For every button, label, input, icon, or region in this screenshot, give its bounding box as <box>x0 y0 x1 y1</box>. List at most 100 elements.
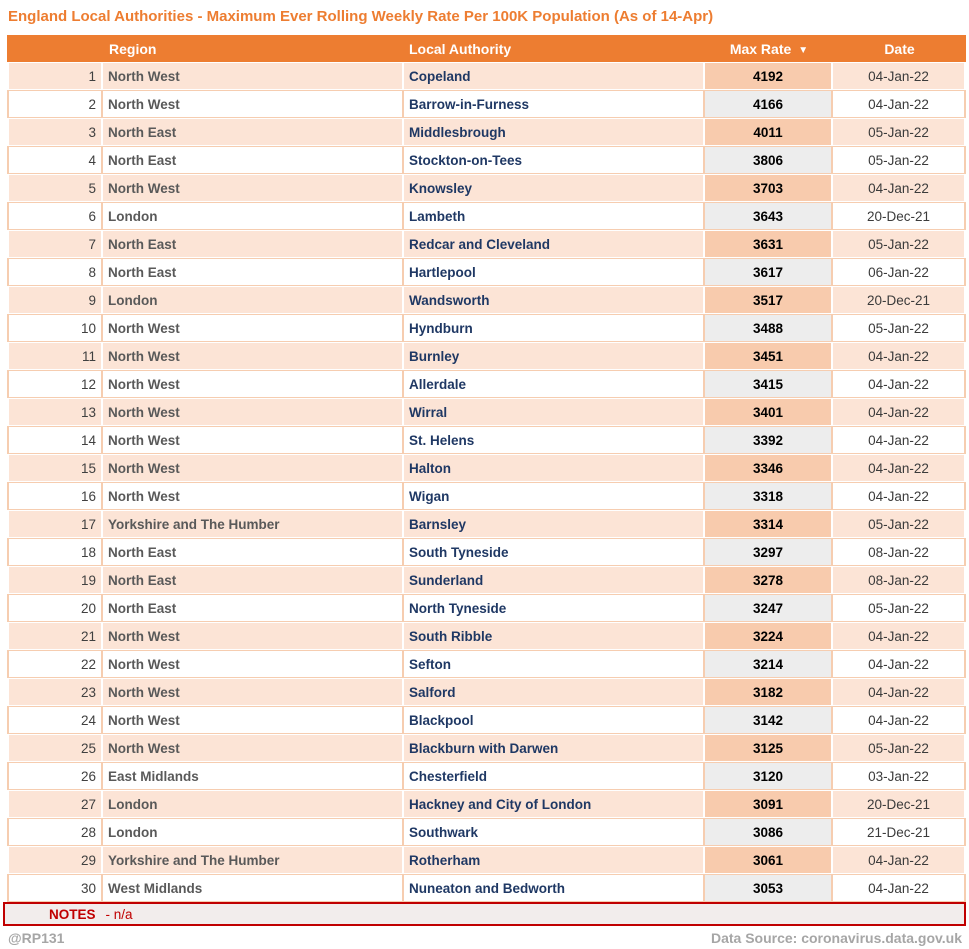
local-authority-cell: Hackney and City of London <box>404 790 705 818</box>
date-cell: 05-Jan-22 <box>833 118 966 146</box>
rank-cell: 7 <box>7 230 103 258</box>
max-rate-cell: 4011 <box>705 118 833 146</box>
region-cell: North East <box>103 594 404 622</box>
table-row: 23 North West Salford 3182 04-Jan-22 <box>7 678 966 706</box>
local-authority-cell: Nuneaton and Bedworth <box>404 874 705 902</box>
region-cell: North East <box>103 230 404 258</box>
table-row: 4 North East Stockton-on-Tees 3806 05-Ja… <box>7 146 966 174</box>
table-row: 7 North East Redcar and Cleveland 3631 0… <box>7 230 966 258</box>
rank-cell: 27 <box>7 790 103 818</box>
max-rate-cell: 3278 <box>705 566 833 594</box>
max-rate-cell: 3392 <box>705 426 833 454</box>
local-authority-cell: Chesterfield <box>404 762 705 790</box>
date-cell: 04-Jan-22 <box>833 342 966 370</box>
max-rate-cell: 3346 <box>705 454 833 482</box>
table-row: 8 North East Hartlepool 3617 06-Jan-22 <box>7 258 966 286</box>
rank-cell: 16 <box>7 482 103 510</box>
table-row: 3 North East Middlesbrough 4011 05-Jan-2… <box>7 118 966 146</box>
max-rate-cell: 3125 <box>705 734 833 762</box>
local-authority-cell: Wirral <box>404 398 705 426</box>
region-cell: Yorkshire and The Humber <box>103 846 404 874</box>
date-cell: 06-Jan-22 <box>833 258 966 286</box>
table-row: 18 North East South Tyneside 3297 08-Jan… <box>7 538 966 566</box>
table-body: 1 North West Copeland 4192 04-Jan-22 2 N… <box>7 62 966 902</box>
max-rate-cell: 3318 <box>705 482 833 510</box>
table-row: 5 North West Knowsley 3703 04-Jan-22 <box>7 174 966 202</box>
max-rate-cell: 3142 <box>705 706 833 734</box>
local-authority-cell: St. Helens <box>404 426 705 454</box>
region-cell: Yorkshire and The Humber <box>103 510 404 538</box>
rank-cell: 10 <box>7 314 103 342</box>
max-rate-cell: 3643 <box>705 202 833 230</box>
region-cell: East Midlands <box>103 762 404 790</box>
date-cell: 04-Jan-22 <box>833 846 966 874</box>
date-cell: 08-Jan-22 <box>833 538 966 566</box>
date-cell: 21-Dec-21 <box>833 818 966 846</box>
date-cell: 05-Jan-22 <box>833 734 966 762</box>
max-rate-cell: 3086 <box>705 818 833 846</box>
rank-cell: 5 <box>7 174 103 202</box>
table-row: 12 North West Allerdale 3415 04-Jan-22 <box>7 370 966 398</box>
local-authority-cell: Middlesbrough <box>404 118 705 146</box>
rates-table: Region Local Authority Max Rate ▼ Date 1 … <box>7 35 966 902</box>
date-cell: 04-Jan-22 <box>833 874 966 902</box>
region-cell: North West <box>103 454 404 482</box>
rank-cell: 21 <box>7 622 103 650</box>
region-cell: North East <box>103 258 404 286</box>
rank-cell: 8 <box>7 258 103 286</box>
table-row: 24 North West Blackpool 3142 04-Jan-22 <box>7 706 966 734</box>
date-column-header: Date <box>833 35 966 62</box>
region-cell: London <box>103 202 404 230</box>
region-cell: North West <box>103 398 404 426</box>
rank-cell: 3 <box>7 118 103 146</box>
local-authority-cell: Knowsley <box>404 174 705 202</box>
local-authority-cell: Sunderland <box>404 566 705 594</box>
table-row: 25 North West Blackburn with Darwen 3125… <box>7 734 966 762</box>
table-row: 15 North West Halton 3346 04-Jan-22 <box>7 454 966 482</box>
rank-cell: 24 <box>7 706 103 734</box>
table-row: 2 North West Barrow-in-Furness 4166 04-J… <box>7 90 966 118</box>
rank-cell: 15 <box>7 454 103 482</box>
notes-label: NOTES <box>49 906 96 922</box>
rank-cell: 22 <box>7 650 103 678</box>
table-row: 30 West Midlands Nuneaton and Bedworth 3… <box>7 874 966 902</box>
local-authority-cell: Blackburn with Darwen <box>404 734 705 762</box>
local-authority-cell: Sefton <box>404 650 705 678</box>
max-rate-cell: 4166 <box>705 90 833 118</box>
region-cell: North West <box>103 314 404 342</box>
date-cell: 04-Jan-22 <box>833 454 966 482</box>
table-row: 14 North West St. Helens 3392 04-Jan-22 <box>7 426 966 454</box>
table-row: 17 Yorkshire and The Humber Barnsley 331… <box>7 510 966 538</box>
local-authority-cell: Lambeth <box>404 202 705 230</box>
rank-column-header <box>7 35 103 62</box>
max-rate-column-header[interactable]: Max Rate ▼ <box>705 35 833 62</box>
date-cell: 04-Jan-22 <box>833 426 966 454</box>
local-authority-cell: Rotherham <box>404 846 705 874</box>
data-source-label: Data Source: coronavirus.data.gov.uk <box>710 929 962 946</box>
region-cell: North West <box>103 650 404 678</box>
date-cell: 04-Jan-22 <box>833 650 966 678</box>
local-authority-column-header: Local Authority <box>404 35 705 62</box>
max-rate-cell: 3401 <box>705 398 833 426</box>
table-row: 20 North East North Tyneside 3247 05-Jan… <box>7 594 966 622</box>
max-rate-cell: 3703 <box>705 174 833 202</box>
max-rate-cell: 3297 <box>705 538 833 566</box>
date-cell: 20-Dec-21 <box>833 202 966 230</box>
table-row: 22 North West Sefton 3214 04-Jan-22 <box>7 650 966 678</box>
local-authority-cell: South Ribble <box>404 622 705 650</box>
region-cell: North West <box>103 482 404 510</box>
region-cell: London <box>103 818 404 846</box>
max-rate-cell: 3061 <box>705 846 833 874</box>
sort-descending-icon[interactable]: ▼ <box>798 44 809 56</box>
region-cell: London <box>103 790 404 818</box>
region-column-header: Region <box>103 35 404 62</box>
max-rate-header-label: Max Rate <box>729 40 792 57</box>
table-row: 26 East Midlands Chesterfield 3120 03-Ja… <box>7 762 966 790</box>
rank-cell: 4 <box>7 146 103 174</box>
table-row: 9 London Wandsworth 3517 20-Dec-21 <box>7 286 966 314</box>
date-cell: 04-Jan-22 <box>833 622 966 650</box>
date-cell: 04-Jan-22 <box>833 370 966 398</box>
local-authority-cell: Barnsley <box>404 510 705 538</box>
region-cell: North East <box>103 118 404 146</box>
